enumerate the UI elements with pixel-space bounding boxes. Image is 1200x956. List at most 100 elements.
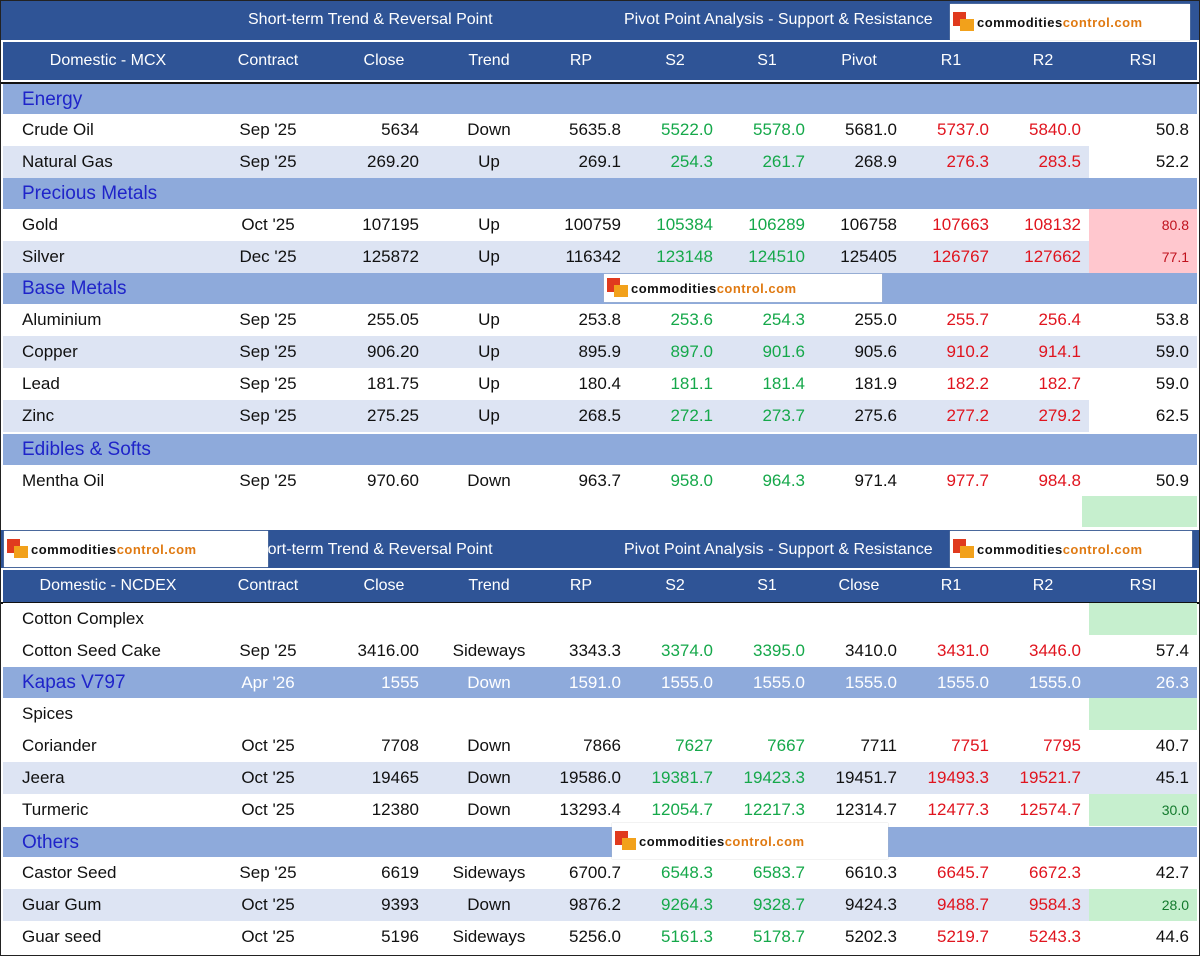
trend-cell: Sideways [452, 927, 526, 946]
pivot-cell: 7711 [860, 736, 897, 755]
trend-cell: Up [478, 215, 500, 234]
category-row: Base Metals [3, 273, 1197, 305]
contract-cell: Sep '25 [239, 406, 297, 425]
commodity-name: Lead [22, 374, 60, 393]
col-contract: Contract [237, 577, 299, 594]
contract-cell: Oct '25 [241, 800, 295, 819]
table-row: Guar seed Oct '25 5196 Sideways 5256.0 5… [3, 921, 1197, 953]
commodity-name: Copper [22, 342, 78, 361]
rsi-cell: 52.2 [1089, 146, 1197, 178]
contract-cell: Sep '25 [239, 863, 297, 882]
contract-cell: Sep '25 [239, 310, 297, 329]
commodity-name: Zinc [22, 406, 55, 425]
trend-cell: Down [467, 736, 511, 755]
commodity-name: Guar seed [22, 927, 102, 946]
close-cell: 5634 [381, 120, 419, 139]
col-domestic: Domestic - MCX [49, 52, 167, 69]
watermark-text: commoditiescontrol.com [631, 280, 797, 296]
rsi-cell-overbought: 77.1 [1089, 241, 1197, 273]
category-label: Cotton Complex [22, 609, 144, 628]
trend-cell: Up [478, 374, 500, 393]
contract-cell: Sep '25 [239, 471, 297, 490]
col-s1: S1 [757, 52, 777, 69]
rsi-cell: 26.3 [1155, 673, 1189, 692]
table-row: Copper Sep '25 906.20 Up 895.9 897.0 901… [3, 336, 1197, 368]
s1-cell: 901.6 [762, 342, 805, 361]
pivot-cell: 255.0 [854, 310, 897, 329]
category-row: Cotton Complex [3, 603, 1197, 635]
rsi-cell: 40.7 [1155, 736, 1189, 755]
contract-cell: Sep '25 [239, 374, 297, 393]
rsi-cell-oversold: 30.0 [1089, 794, 1197, 826]
commodity-name: Coriander [22, 736, 97, 755]
rp-cell: 269.1 [578, 152, 621, 171]
r1-cell: 182.2 [946, 374, 989, 393]
commodity-name: Aluminium [22, 310, 102, 329]
close-cell: 19465 [371, 768, 419, 787]
mcx-column-header: Domestic - MCX Contract Close Trend RP S… [3, 42, 1197, 80]
table-row: Silver Dec '25 125872 Up 116342 123148 1… [3, 241, 1197, 273]
separator [0, 568, 1200, 570]
col-rsi: RSI [1129, 52, 1157, 69]
s1-cell: 106289 [748, 215, 805, 234]
col-s2: S2 [665, 52, 685, 69]
s2-cell: 6548.3 [661, 863, 713, 882]
close-cell: 269.20 [367, 152, 419, 171]
category-label: Others [22, 832, 80, 853]
r2-cell: 5840.0 [1029, 120, 1081, 139]
col-trend: Trend [468, 577, 510, 594]
trend-cell: Down [467, 120, 511, 139]
s1-cell: 261.7 [762, 152, 805, 171]
r1-cell: 126767 [932, 247, 989, 266]
rsi-cell: 50.9 [1155, 471, 1189, 490]
logo-icon [953, 12, 975, 32]
category-label: Precious Metals [22, 183, 158, 204]
watermark-logo: commoditiescontrol.com [604, 274, 882, 302]
r2-cell: 279.2 [1038, 406, 1081, 425]
category-row: Edibles & Softs [3, 434, 1197, 466]
r2-cell: 6672.3 [1029, 863, 1081, 882]
watermark-logo: commoditiescontrol.com [4, 531, 268, 567]
rsi-cell: 44.6 [1155, 927, 1189, 946]
table-row: Cotton Seed Cake Sep '25 3416.00 Sideway… [3, 635, 1197, 667]
pivot-cell: 1555.0 [845, 673, 897, 692]
r1-cell: 5737.0 [937, 120, 989, 139]
rp-cell: 5256.0 [569, 927, 621, 946]
category-row: Precious Metals [3, 178, 1197, 210]
contract-cell: Sep '25 [239, 641, 297, 660]
r2-cell: 3446.0 [1029, 641, 1081, 660]
col-r2: R2 [1032, 52, 1054, 69]
table-row: Gold Oct '25 107195 Up 100759 105384 106… [3, 209, 1197, 241]
commodity-name: Kapas V797 [22, 672, 126, 693]
rsi-empty-highlight [1082, 496, 1197, 527]
commodity-name: Mentha Oil [22, 471, 105, 490]
col-s2: S2 [665, 577, 685, 594]
r2-cell: 914.1 [1038, 342, 1081, 361]
rsi-cell: 45.1 [1155, 768, 1189, 787]
rp-cell: 3343.3 [569, 641, 621, 660]
r2-cell: 7795 [1043, 736, 1081, 755]
s2-cell: 5161.3 [661, 927, 713, 946]
close-cell: 275.25 [367, 406, 419, 425]
r1-cell: 910.2 [946, 342, 989, 361]
table-row: Turmeric Oct '25 12380 Down 13293.4 1205… [3, 794, 1197, 826]
s1-cell: 7667 [767, 736, 805, 755]
contract-cell: Oct '25 [241, 927, 295, 946]
rp-cell: 116342 [565, 247, 621, 266]
trend-cell: Up [478, 310, 500, 329]
rp-cell: 1591.0 [569, 673, 621, 692]
table-row: Natural Gas Sep '25 269.20 Up 269.1 254.… [3, 146, 1197, 178]
s2-cell: 253.6 [670, 310, 713, 329]
r1-cell: 9488.7 [937, 895, 989, 914]
contract-cell: Sep '25 [239, 152, 297, 171]
category-row: Energy [3, 84, 1197, 116]
s2-cell: 12054.7 [651, 800, 713, 819]
r2-cell: 12574.7 [1019, 800, 1081, 819]
col-r2: R2 [1032, 577, 1054, 594]
commodity-name: Natural Gas [22, 152, 113, 171]
watermark-text: commoditiescontrol.com [977, 14, 1143, 30]
s2-cell: 272.1 [670, 406, 713, 425]
rsi-cell: 50.8 [1155, 120, 1189, 139]
category-row: Others [3, 827, 1197, 859]
r1-cell: 1555.0 [937, 673, 989, 692]
